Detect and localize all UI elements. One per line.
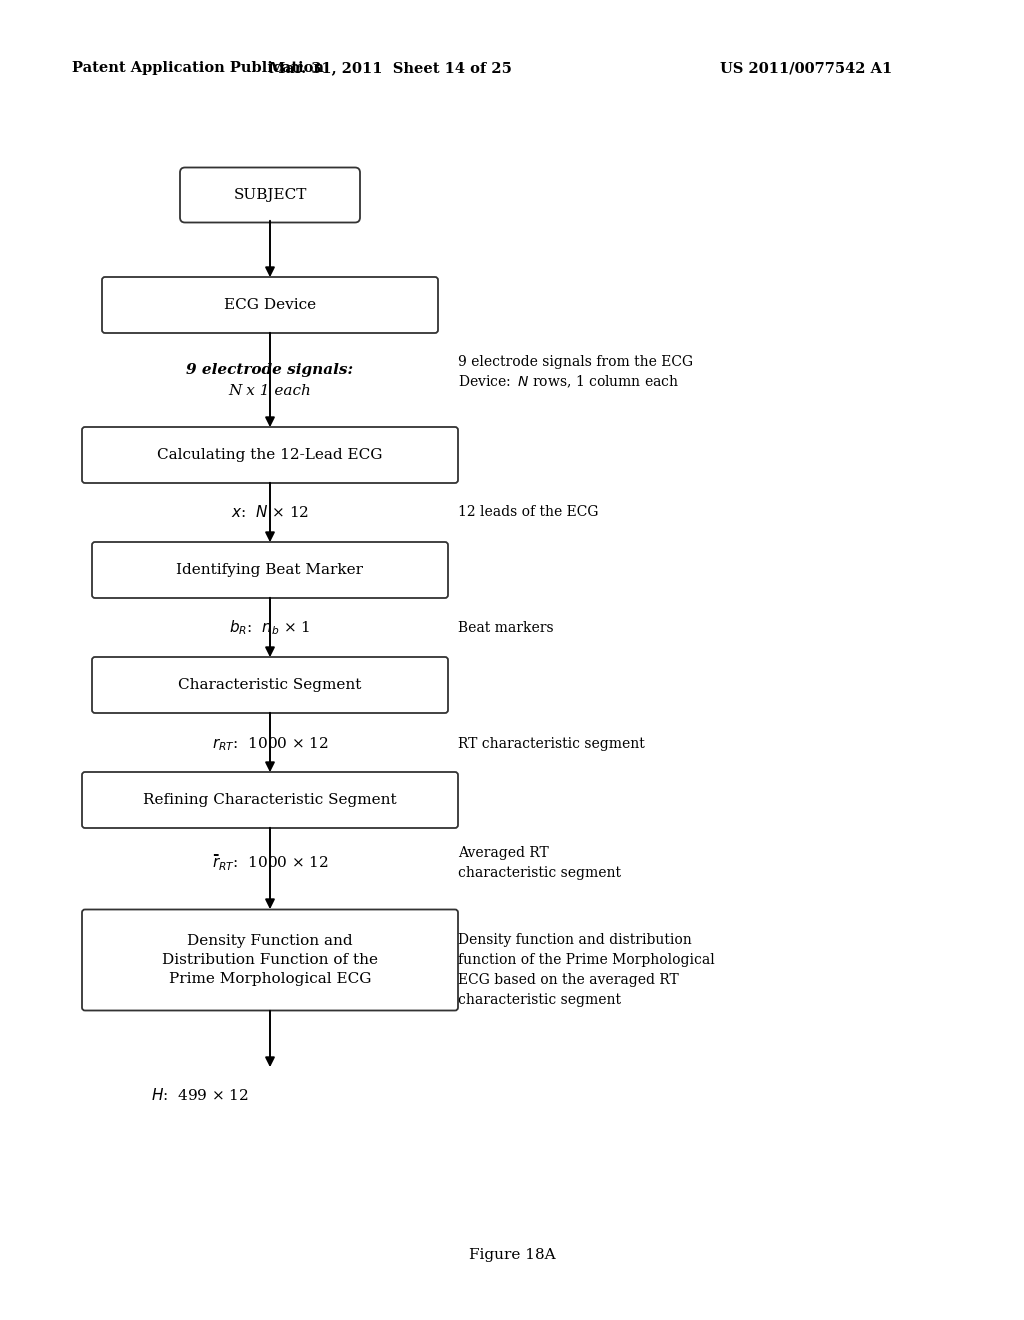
FancyBboxPatch shape bbox=[82, 772, 458, 828]
Text: $\mathbf{\it{H}}$:  499 × 12: $\mathbf{\it{H}}$: 499 × 12 bbox=[152, 1086, 249, 1104]
Text: N x 1 each: N x 1 each bbox=[228, 384, 311, 399]
Text: Refining Characteristic Segment: Refining Characteristic Segment bbox=[143, 793, 397, 807]
Text: Density Function and
Distribution Function of the
Prime Morphological ECG: Density Function and Distribution Functi… bbox=[162, 933, 378, 986]
FancyBboxPatch shape bbox=[82, 909, 458, 1011]
Text: $\mathbf{\it{b}}_{\mathbf{\it{R}}}$:  $\it{n_b}$ × 1: $\mathbf{\it{b}}_{\mathbf{\it{R}}}$: $\i… bbox=[229, 619, 310, 638]
Text: US 2011/0077542 A1: US 2011/0077542 A1 bbox=[720, 61, 892, 75]
Text: Calculating the 12-Lead ECG: Calculating the 12-Lead ECG bbox=[158, 447, 383, 462]
FancyBboxPatch shape bbox=[92, 657, 449, 713]
Text: ECG based on the averaged RT: ECG based on the averaged RT bbox=[458, 973, 679, 987]
Text: $\mathbf{\it{x}}$:  $\it{N}$ × 12: $\mathbf{\it{x}}$: $\it{N}$ × 12 bbox=[231, 504, 309, 520]
Text: Averaged RT: Averaged RT bbox=[458, 846, 549, 861]
FancyBboxPatch shape bbox=[102, 277, 438, 333]
Text: Patent Application Publication: Patent Application Publication bbox=[72, 61, 324, 75]
FancyBboxPatch shape bbox=[82, 426, 458, 483]
Text: RT characteristic segment: RT characteristic segment bbox=[458, 737, 645, 751]
Text: ECG Device: ECG Device bbox=[224, 298, 316, 312]
Text: Mar. 31, 2011  Sheet 14 of 25: Mar. 31, 2011 Sheet 14 of 25 bbox=[268, 61, 511, 75]
FancyBboxPatch shape bbox=[180, 168, 360, 223]
Text: Beat markers: Beat markers bbox=[458, 620, 554, 635]
Text: Characteristic Segment: Characteristic Segment bbox=[178, 678, 361, 692]
Text: $\mathbf{\it{r}}_{\mathit{RT}}$:  1000 × 12: $\mathbf{\it{r}}_{\mathit{RT}}$: 1000 × … bbox=[212, 735, 329, 752]
Text: 9 electrode signals from the ECG: 9 electrode signals from the ECG bbox=[458, 355, 693, 370]
Text: Device:  $\it{N}$ rows, 1 column each: Device: $\it{N}$ rows, 1 column each bbox=[458, 374, 679, 391]
Text: characteristic segment: characteristic segment bbox=[458, 866, 621, 880]
Text: 9 electrode signals:: 9 electrode signals: bbox=[186, 363, 353, 378]
Text: $\mathbf{\bar{\it{r}}}_{\mathit{RT}}$:  1000 × 12: $\mathbf{\bar{\it{r}}}_{\mathit{RT}}$: 1… bbox=[212, 853, 329, 874]
Text: Density function and distribution: Density function and distribution bbox=[458, 933, 692, 946]
Text: SUBJECT: SUBJECT bbox=[233, 187, 306, 202]
Text: Figure 18A: Figure 18A bbox=[469, 1247, 555, 1262]
Text: characteristic segment: characteristic segment bbox=[458, 993, 621, 1007]
Text: function of the Prime Morphological: function of the Prime Morphological bbox=[458, 953, 715, 968]
Text: Identifying Beat Marker: Identifying Beat Marker bbox=[176, 564, 364, 577]
Text: 12 leads of the ECG: 12 leads of the ECG bbox=[458, 506, 598, 519]
FancyBboxPatch shape bbox=[92, 543, 449, 598]
